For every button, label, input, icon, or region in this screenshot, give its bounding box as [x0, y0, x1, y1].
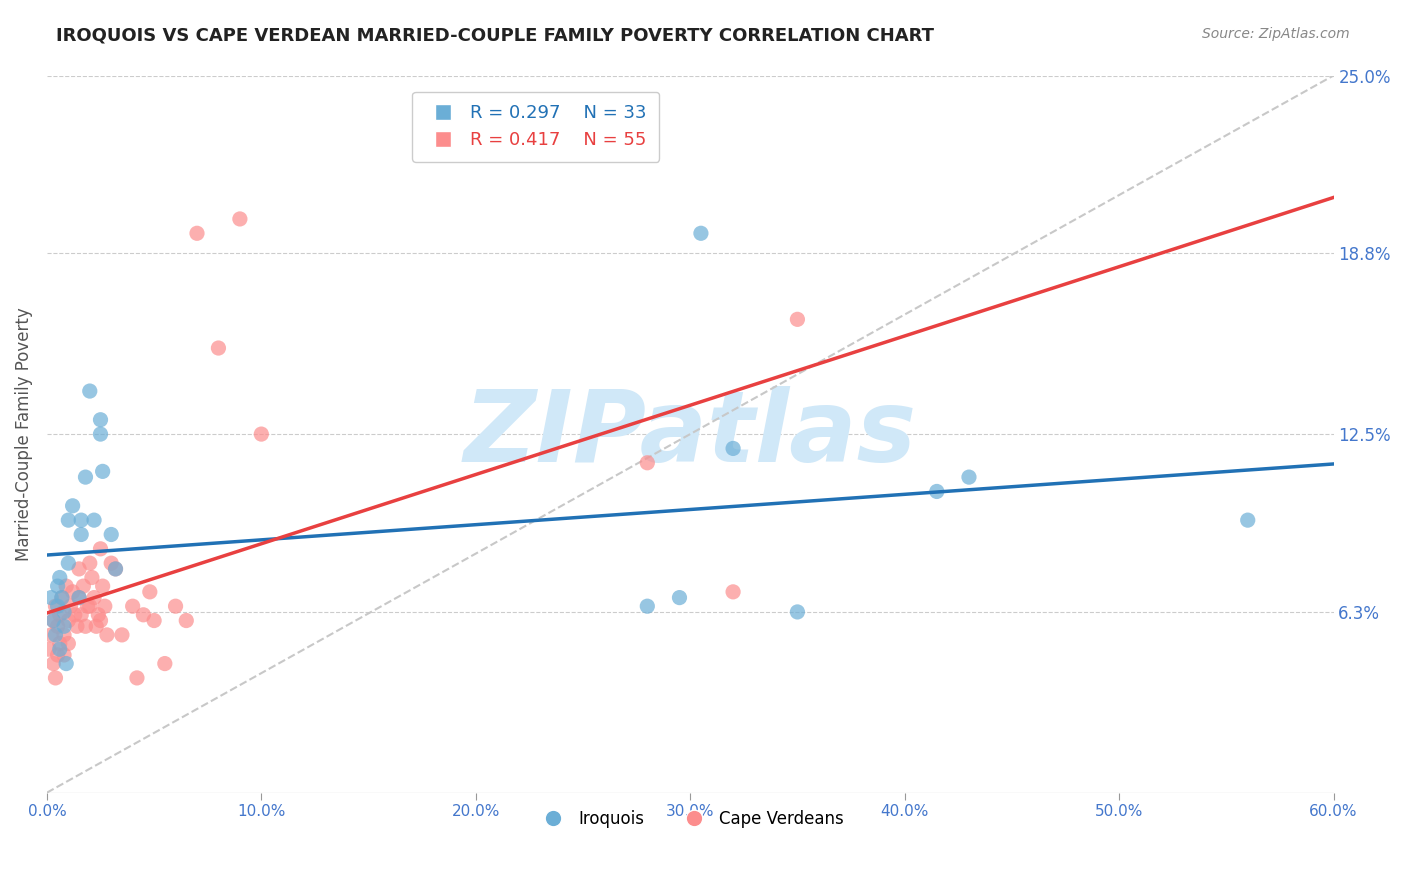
Point [83, 591, 105, 605]
Point [46, 619, 69, 633]
Point [89, 541, 111, 556]
Point [100, 556, 122, 570]
Point [100, 527, 122, 541]
Point [957, 470, 980, 484]
Point [121, 599, 143, 614]
Point [89, 614, 111, 628]
Point [250, 427, 273, 442]
Point [91, 464, 114, 478]
Text: Source: ZipAtlas.com: Source: ZipAtlas.com [1202, 27, 1350, 41]
Point [59, 599, 82, 614]
Point [70, 513, 93, 527]
Point [690, 227, 713, 241]
Point [58, 513, 80, 527]
Point [153, 657, 176, 671]
Point [80, 570, 103, 584]
Text: ZIPatlas: ZIPatlas [464, 385, 917, 483]
Point [79, 384, 101, 398]
Point [125, 671, 148, 685]
Point [46, 599, 69, 614]
Point [89, 427, 111, 442]
Point [44, 599, 66, 614]
Legend: Iroquois, Cape Verdeans: Iroquois, Cape Verdeans [530, 803, 851, 835]
Point [668, 591, 690, 605]
Point [38, 642, 60, 657]
Point [76, 599, 98, 614]
Point [39, 628, 62, 642]
Point [44, 671, 66, 685]
Point [174, 614, 197, 628]
Point [51, 591, 73, 605]
Point [636, 599, 658, 614]
Point [139, 585, 162, 599]
Point [58, 556, 80, 570]
Point [83, 513, 105, 527]
Point [49, 607, 72, 622]
Point [67, 591, 90, 605]
Point [104, 562, 127, 576]
Point [104, 562, 127, 576]
Point [94, 599, 117, 614]
Point [721, 585, 744, 599]
Point [84, 619, 107, 633]
Point [721, 442, 744, 456]
Point [66, 619, 89, 633]
Point [42, 657, 65, 671]
Point [207, 341, 229, 355]
Point [58, 614, 80, 628]
Point [229, 211, 252, 226]
Point [39, 591, 62, 605]
Point [75, 619, 97, 633]
Point [925, 484, 948, 499]
Point [49, 636, 72, 650]
Point [79, 599, 101, 614]
Point [46, 579, 69, 593]
Point [58, 636, 80, 650]
Point [75, 470, 97, 484]
Text: IROQUOIS VS CAPE VERDEAN MARRIED-COUPLE FAMILY POVERTY CORRELATION CHART: IROQUOIS VS CAPE VERDEAN MARRIED-COUPLE … [56, 27, 934, 45]
Point [63, 607, 86, 622]
Point [96, 628, 118, 642]
Point [44, 628, 66, 642]
Point [67, 562, 90, 576]
Point [91, 579, 114, 593]
Point [79, 556, 101, 570]
Point [55, 579, 77, 593]
Point [55, 657, 77, 671]
Y-axis label: Married-Couple Family Poverty: Married-Couple Family Poverty [15, 307, 32, 561]
Point [786, 605, 808, 619]
Point [62, 499, 84, 513]
Point [46, 648, 69, 662]
Point [51, 591, 73, 605]
Point [53, 605, 76, 619]
Point [70, 607, 93, 622]
Point [1236, 513, 1258, 527]
Point [53, 628, 76, 642]
Point [49, 642, 72, 657]
Point [72, 579, 94, 593]
Point [70, 527, 93, 541]
Point [42, 614, 65, 628]
Point [49, 570, 72, 584]
Point [786, 312, 808, 326]
Point [132, 607, 155, 622]
Point [42, 614, 65, 628]
Point [143, 614, 166, 628]
Point [636, 456, 658, 470]
Point [111, 628, 134, 642]
Point [53, 619, 76, 633]
Point [62, 585, 84, 599]
Point [186, 227, 208, 241]
Point [89, 413, 111, 427]
Point [165, 599, 187, 614]
Point [53, 648, 76, 662]
Point [67, 591, 90, 605]
Point [87, 607, 110, 622]
